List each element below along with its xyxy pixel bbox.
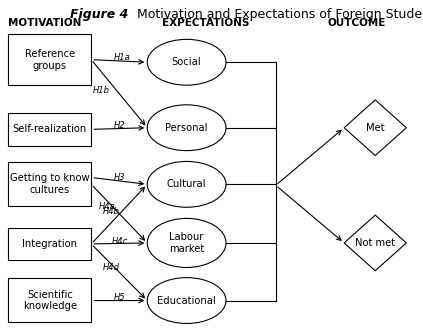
Text: H3: H3 bbox=[114, 173, 125, 182]
FancyBboxPatch shape bbox=[8, 162, 91, 206]
Text: EXPECTATIONS: EXPECTATIONS bbox=[162, 18, 249, 28]
Text: Self-realization: Self-realization bbox=[13, 124, 87, 134]
Text: H4b: H4b bbox=[103, 207, 120, 216]
Text: Not met: Not met bbox=[355, 238, 396, 248]
Ellipse shape bbox=[147, 39, 226, 85]
Ellipse shape bbox=[147, 161, 226, 207]
FancyBboxPatch shape bbox=[8, 278, 91, 323]
Text: H4c: H4c bbox=[111, 237, 128, 246]
Text: H4a: H4a bbox=[99, 202, 115, 211]
Text: Integration: Integration bbox=[22, 239, 77, 249]
Text: OUTCOME: OUTCOME bbox=[327, 18, 386, 28]
Text: Personal: Personal bbox=[165, 123, 208, 133]
Text: Motivation and Expectations of Foreign Students: Motivation and Expectations of Foreign S… bbox=[133, 8, 423, 21]
Ellipse shape bbox=[147, 218, 226, 268]
FancyBboxPatch shape bbox=[8, 34, 91, 85]
Text: Reference
groups: Reference groups bbox=[25, 49, 75, 70]
Text: MOTIVATION: MOTIVATION bbox=[8, 18, 82, 28]
Text: H5: H5 bbox=[114, 294, 125, 302]
Text: Labour
market: Labour market bbox=[169, 232, 204, 254]
FancyBboxPatch shape bbox=[8, 227, 91, 260]
Ellipse shape bbox=[147, 278, 226, 323]
Text: Social: Social bbox=[172, 57, 201, 67]
Text: H2: H2 bbox=[114, 121, 125, 130]
Text: H4d: H4d bbox=[103, 263, 120, 272]
FancyBboxPatch shape bbox=[8, 113, 91, 146]
Text: Figure 4: Figure 4 bbox=[70, 8, 129, 21]
Ellipse shape bbox=[147, 105, 226, 151]
Text: Scientific
knowledge: Scientific knowledge bbox=[23, 290, 77, 311]
Polygon shape bbox=[344, 215, 407, 271]
Text: Getting to know
cultures: Getting to know cultures bbox=[10, 173, 90, 195]
Text: Educational: Educational bbox=[157, 296, 216, 306]
Text: Cultural: Cultural bbox=[167, 179, 206, 189]
Polygon shape bbox=[344, 100, 407, 156]
Text: H1b: H1b bbox=[93, 86, 110, 95]
Text: H1a: H1a bbox=[114, 52, 131, 61]
Text: Met: Met bbox=[366, 123, 385, 133]
